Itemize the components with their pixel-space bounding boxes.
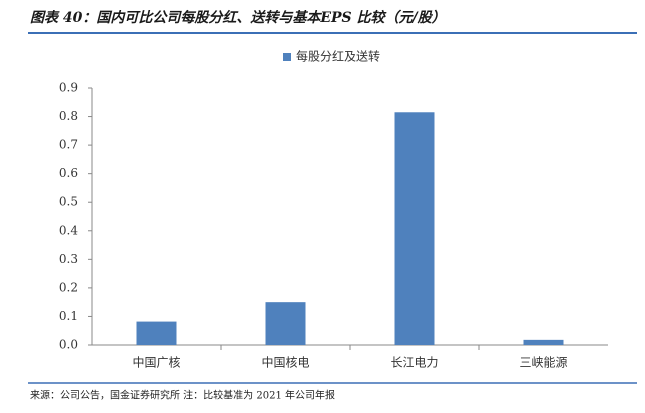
y-tick-label: 0.4: [59, 223, 78, 237]
bar: [394, 112, 435, 346]
y-tick-label: 0.7: [59, 138, 78, 152]
bar: [523, 339, 564, 345]
x-tick-label: 中国核电: [261, 355, 309, 370]
legend-label: 每股分红及送转: [296, 49, 380, 64]
y-tick-label: 0.8: [59, 109, 78, 123]
y-tick-label: 0.6: [59, 166, 78, 180]
x-tick-label: 三峡能源: [519, 356, 567, 370]
bar: [136, 321, 177, 345]
x-tick-label: 中国广核: [132, 355, 180, 370]
y-tick-label: 0.9: [59, 81, 78, 95]
legend-swatch: [283, 53, 291, 61]
y-tick-label: 0.2: [59, 280, 78, 294]
x-tick-label: 长江电力: [390, 356, 438, 370]
chart-title: 图表 40：国内可比公司每股分红、送转与基本EPS 比较（元/股）: [30, 9, 446, 26]
source-note: 来源：公司公告，国金证券研究所 注：比较基准为 2021 年公司年报: [30, 389, 335, 402]
y-tick-label: 0.0: [59, 338, 78, 352]
y-tick-label: 0.3: [59, 252, 78, 266]
y-tick-label: 0.1: [59, 309, 78, 323]
bar: [265, 302, 306, 345]
y-tick-label: 0.5: [59, 195, 78, 209]
